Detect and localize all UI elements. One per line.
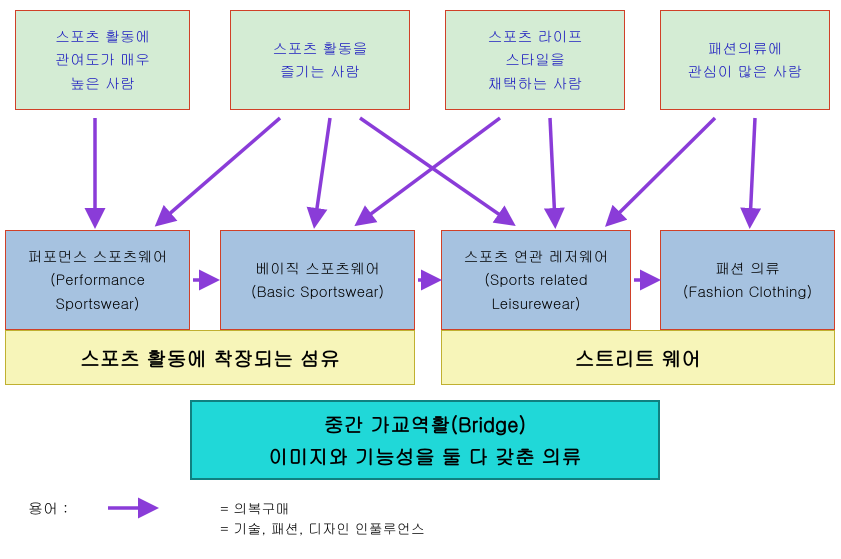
category-2-line1: 베이직 스포츠웨어 <box>255 257 380 280</box>
category-4-line1: 패션 의류 <box>715 257 780 280</box>
group-2-label: 스트리트 웨어 <box>575 342 702 373</box>
consumer-3-line3: 채택하는 사람 <box>488 72 583 95</box>
arrow-c2-p2 <box>315 118 330 222</box>
consumer-1-line2: 관여도가 매우 <box>55 48 150 71</box>
consumer-1-line1: 스포츠 활동에 <box>55 25 150 48</box>
arrow-c2-p1 <box>160 118 280 222</box>
category-3-line3: Leisurewear) <box>491 292 580 315</box>
consumer-box-2: 스포츠 활동을 즐기는 사람 <box>230 10 410 110</box>
consumer-2-line2: 즐기는 사람 <box>280 60 360 83</box>
bridge-box: 중간 가교역활(Bridge) 이미지와 기능성을 둘 다 갖춘 의류 <box>190 400 660 480</box>
consumer-3-line1: 스포츠 라이프 <box>488 25 583 48</box>
consumer-box-4: 패션의류에 관심이 많은 사람 <box>660 10 830 110</box>
group-1-label: 스포츠 활동에 착장되는 섬유 <box>80 342 340 373</box>
arrow-c3-p2 <box>360 118 500 222</box>
category-1-line1: 퍼포먼스 스포츠웨어 <box>28 245 168 268</box>
bridge-line1: 중간 가교역활(Bridge) <box>324 408 526 440</box>
consumer-box-3: 스포츠 라이프 스타일을 채택하는 사람 <box>445 10 625 110</box>
arrow-c3-p3 <box>550 118 555 222</box>
legend-item-1: = 의복구매 <box>220 498 289 518</box>
consumer-4-line2: 관심이 많은 사람 <box>688 60 803 83</box>
category-box-2: 베이직 스포츠웨어 (Basic Sportswear) <box>220 230 415 330</box>
category-box-3: 스포츠 연관 레저웨어 (Sports related Leisurewear) <box>441 230 631 330</box>
legend-label: 용어 : <box>28 498 68 519</box>
category-3-line1: 스포츠 연관 레저웨어 <box>464 245 609 268</box>
consumer-1-line3: 높은 사람 <box>70 72 135 95</box>
category-1-line2: (Performance <box>50 268 145 291</box>
consumer-4-line1: 패션의류에 <box>708 37 783 60</box>
arrow-c4-p4 <box>750 118 755 222</box>
arrow-c2-p3 <box>360 118 510 222</box>
category-4-line2: (Fashion Clothing) <box>683 280 812 303</box>
group-box-2: 스트리트 웨어 <box>441 330 835 385</box>
category-3-line2: (Sports related <box>484 268 588 291</box>
arrow-c4-p3 <box>610 118 715 222</box>
consumer-box-1: 스포츠 활동에 관여도가 매우 높은 사람 <box>15 10 190 110</box>
bridge-line2: 이미지와 기능성을 둘 다 갖춘 의류 <box>268 440 581 472</box>
category-2-line2: (Basic Sportswear) <box>251 280 384 303</box>
group-box-1: 스포츠 활동에 착장되는 섬유 <box>5 330 415 385</box>
consumer-3-line2: 스타일을 <box>505 48 565 71</box>
category-box-4: 패션 의류 (Fashion Clothing) <box>660 230 835 330</box>
consumer-2-line1: 스포츠 활동을 <box>273 37 368 60</box>
category-1-line3: Sportswear) <box>55 292 139 315</box>
legend-item-2: = 기술, 패션, 디자인 인풀루언스 <box>220 518 425 538</box>
category-box-1: 퍼포먼스 스포츠웨어 (Performance Sportswear) <box>5 230 190 330</box>
